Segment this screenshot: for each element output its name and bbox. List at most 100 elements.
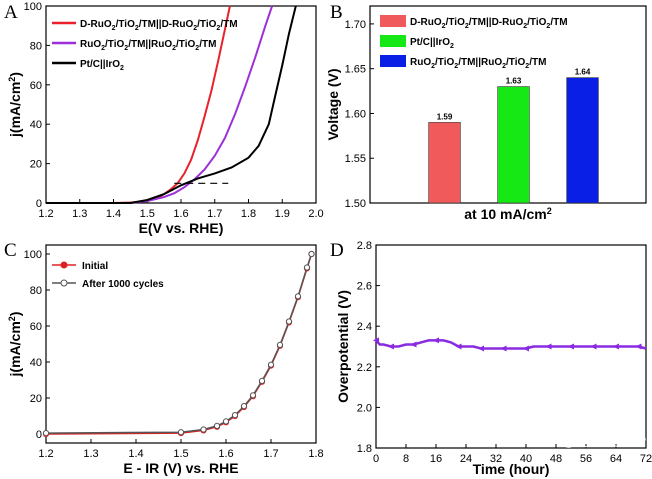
- panel-c-legend-marker: [60, 279, 68, 287]
- panel-b-legend-label-part: /TM: [529, 57, 546, 68]
- panel-a-x-tick-label: 1.5: [140, 208, 155, 220]
- panel-c: C 1.2 1.3 1.4 1.5 1.6 1.7 1.8 0 20 40 60 80 100 Init…: [4, 240, 324, 476]
- panel-c-series: [42, 250, 315, 438]
- panel-b-bar: [497, 86, 530, 204]
- panel-c-x-tick-label: 1.3: [83, 448, 98, 460]
- panel-b-legend-label: Pt/C||IrO2: [410, 37, 454, 50]
- panel-c-plot-frame: [45, 244, 317, 444]
- panel-b-y-tick-label: 1.65: [345, 64, 366, 76]
- panel-a-y-label-sup: 2: [7, 77, 17, 82]
- panel-a-legend: D-RuO2/TiO2/TM||D-RuO2/TiO2/TMRuO2/TiO2/…: [52, 19, 238, 72]
- panel-a-series-line: [46, 5, 274, 204]
- panel-b-legend-label-part: RuO: [410, 57, 431, 68]
- panel-b-legend-label-part: /TiO: [446, 17, 465, 28]
- panel-b-legend-label-part: /TM||D-RuO: [469, 17, 524, 28]
- panel-b-y-tick-label: 1.55: [345, 153, 366, 165]
- panel-c-data-point: [294, 293, 302, 300]
- panel-b-legend-label-part: Pt/C||IrO: [410, 37, 450, 48]
- panel-b-legend-label: D-RuO2/TiO2/TM||D-RuO2/TiO2/TM: [410, 17, 568, 30]
- panel-a-legend-label-part: /TM: [199, 39, 216, 50]
- panel-a-x-tick-label: 1.9: [275, 208, 290, 220]
- panel-b-legend-label-part: 2: [442, 23, 446, 30]
- panel-b-y-tick-label: 1.60: [345, 108, 366, 120]
- panel-a-legend-label-part: RuO: [80, 39, 101, 50]
- panel-a-y-label-main: j(mA/cm: [7, 82, 23, 138]
- panel-a-y-axis-label: j(mA/cm2): [7, 72, 23, 138]
- panel-c-x-tick-label: 1.2: [38, 448, 53, 460]
- panel-a-plot-frame: [45, 5, 317, 204]
- panel-d-x-tick-label: 72: [640, 453, 652, 465]
- panel-b-legend-swatch: [380, 35, 406, 47]
- panel-d-label: D: [330, 240, 344, 261]
- panel-a-x-tick-label: 1.7: [207, 208, 222, 220]
- panel-d-x-tick-label: 0: [373, 453, 379, 465]
- panel-a-y-tick-label: 40: [30, 119, 42, 131]
- panel-a-x-tick-label: 1.3: [72, 208, 87, 220]
- panel-c-y-label-sup: 2: [7, 316, 17, 321]
- panel-d-x-tick-label: 64: [610, 453, 622, 465]
- panel-c-legend-marker: [60, 261, 68, 269]
- panel-b-legend-label-part: D-RuO: [410, 17, 442, 28]
- panel-c-data-point: [249, 392, 257, 399]
- panel-d-y-tick-label: 2.6: [357, 281, 372, 293]
- panel-a-x-tick-label: 1.8: [241, 208, 256, 220]
- panel-a-y-tick-label: 60: [30, 80, 42, 92]
- panel-b-y-axis-label: Voltage (V): [325, 68, 341, 140]
- panel-d: D 0 8 16 24 32 40 48 56 64 72 1.8 2.0 2.2 2.4 2.6 2.8 T…: [330, 240, 652, 477]
- panel-a-legend-label: Pt/C||IrO2: [80, 59, 124, 72]
- panel-d-x-axis-label: Time (hour): [473, 461, 550, 477]
- panel-c-y-tick-label: 100: [24, 249, 42, 261]
- panel-d-x-tick-label: 8: [403, 453, 409, 465]
- panel-a-x-axis-label: E(V vs. RHE): [139, 220, 224, 236]
- panel-a-legend-label-part: 2: [135, 25, 139, 32]
- panel-a-legend-label-part: /TiO: [176, 39, 195, 50]
- panel-b-legend-label-part: 2: [523, 23, 527, 30]
- panel-a-legend-label-part: /TM||D-RuO: [139, 19, 194, 30]
- panel-b-legend-label-part: 2: [546, 23, 550, 30]
- panel-b-legend-label-part: /TiO: [527, 17, 546, 28]
- panel-d-data-point: [500, 345, 507, 352]
- panel-d-data-point: [545, 343, 552, 350]
- panel-a-label: A: [4, 2, 18, 23]
- panel-c-x-tick-label: 1.4: [128, 448, 143, 460]
- panel-c-y-label-main: j(mA/cm: [7, 321, 23, 377]
- panel-d-data-point: [613, 343, 619, 350]
- panel-c-legend-label: After 1000 cycles: [82, 279, 164, 290]
- panel-a-legend-label-part: 2: [101, 45, 105, 52]
- panel-b-legend-label-part: /TM||RuO: [458, 57, 502, 68]
- panel-a-legend-label-part: /TM: [220, 19, 237, 30]
- panel-a-y-tick-label: 80: [30, 40, 42, 52]
- panel-a-legend-label-part: Pt/C||IrO: [80, 59, 120, 70]
- panel-b-legend-label-part: 2: [525, 63, 529, 70]
- panel-c-y-tick-label: 40: [30, 357, 42, 369]
- panel-d-data-point: [635, 343, 642, 350]
- panel-d-x-tick-label: 48: [550, 453, 562, 465]
- panel-c-data-point: [222, 418, 230, 425]
- panel-b-x-label-main: at 10 mA/cm: [464, 206, 546, 222]
- panel-a-x-tick-label: 1.2: [38, 208, 53, 220]
- panel-d-axes: 0 8 16 24 32 40 48 56 64 72 1.8 2.0 2.2 2.4 2.6 2.8: [357, 240, 652, 465]
- panel-a-y-label-end: ): [7, 72, 23, 77]
- panel-a-legend-label-part: /TiO: [116, 19, 135, 30]
- panel-c-x-axis-label: E - IR (V) vs. RHE: [123, 460, 238, 476]
- panel-a-legend-label-part: 2: [112, 25, 116, 32]
- panel-a-legend-label-part: /TiO: [197, 19, 216, 30]
- panel-b-legend-swatch: [380, 15, 406, 27]
- panel-b-bar: [428, 122, 461, 204]
- panel-a-x-tick-label: 1.6: [173, 208, 188, 220]
- panel-d-y-tick-label: 2.4: [357, 321, 372, 333]
- panel-b-legend-label-part: 2: [465, 23, 469, 30]
- panel-a-series: [46, 5, 297, 204]
- panel-d-data-point: [455, 343, 462, 350]
- panel-b-legend-label-part: 2: [431, 63, 435, 70]
- panel-d-plot-frame: [375, 244, 647, 449]
- panel-a-legend-label: D-RuO2/TiO2/TM||D-RuO2/TiO2/TM: [80, 19, 238, 32]
- panel-c-y-tick-label: 0: [36, 429, 42, 441]
- panel-d-data-point: [373, 337, 379, 344]
- panel-a-legend-label-part: 2: [172, 45, 176, 52]
- panel-a-x-tick-label: 2.0: [308, 208, 323, 220]
- panel-c-axes: 1.2 1.3 1.4 1.5 1.6 1.7 1.8 0 20 40 60 80 100: [24, 249, 324, 460]
- panel-a-y-tick-label: 0: [36, 198, 42, 210]
- panel-b-legend-label-part: 2: [450, 43, 454, 50]
